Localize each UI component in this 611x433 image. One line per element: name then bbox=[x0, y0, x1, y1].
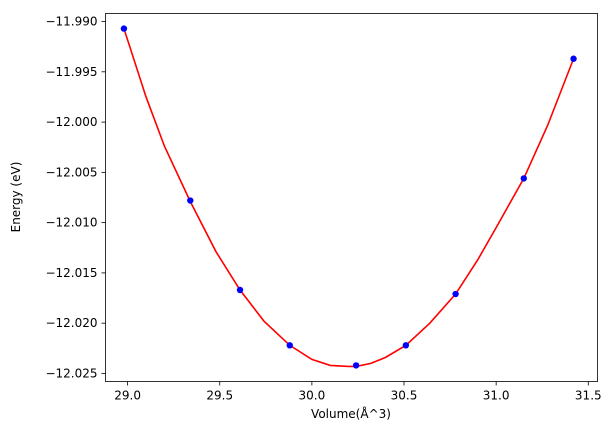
x-tick-label: 31.5 bbox=[575, 389, 602, 403]
data-points bbox=[120, 25, 577, 369]
y-tick-label: −12.000 bbox=[45, 115, 97, 129]
y-tick-label: −11.995 bbox=[45, 65, 97, 79]
x-axis-ticks: 29.0 29.5 30.0 30.5 31.0 31.5 bbox=[114, 381, 602, 403]
x-axis-label: Volume(Å^3) bbox=[311, 406, 391, 421]
x-tick-label: 29.0 bbox=[114, 389, 141, 403]
y-tick-label: −12.005 bbox=[45, 165, 97, 179]
data-point bbox=[120, 25, 128, 32]
data-point bbox=[236, 286, 244, 294]
data-point bbox=[352, 362, 360, 369]
y-tick-label: −11.990 bbox=[45, 15, 97, 29]
data-point bbox=[187, 197, 194, 204]
x-tick-label: 31.0 bbox=[483, 389, 510, 403]
plot-frame bbox=[105, 13, 598, 382]
data-point bbox=[402, 342, 410, 349]
y-tick-label: −12.025 bbox=[45, 366, 97, 380]
y-tick-label: −12.015 bbox=[45, 266, 97, 280]
data-point bbox=[286, 342, 293, 349]
x-tick-label: 30.5 bbox=[391, 389, 418, 403]
data-point bbox=[520, 175, 527, 182]
y-axis-label: Energy (eV) bbox=[9, 162, 23, 233]
y-tick-label: −12.020 bbox=[45, 316, 97, 330]
x-tick-label: 30.0 bbox=[299, 389, 326, 403]
x-tick-label: 29.5 bbox=[206, 389, 233, 403]
data-point bbox=[452, 290, 459, 298]
data-point bbox=[570, 55, 577, 62]
y-axis-ticks: −11.990 −11.995 −12.000 −12.005 −12.010 −12.0… bbox=[45, 15, 106, 380]
y-tick-label: −12.010 bbox=[45, 216, 97, 230]
fit-curve bbox=[123, 28, 575, 368]
